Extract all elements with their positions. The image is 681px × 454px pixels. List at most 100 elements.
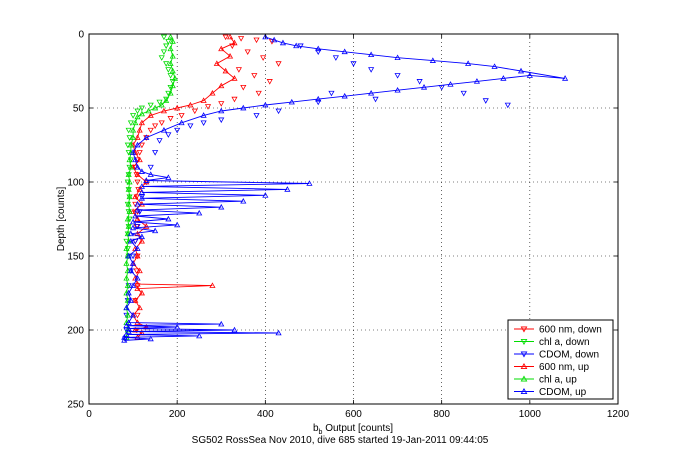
y-axis-label: Depth [counts] bbox=[56, 187, 67, 252]
data-point bbox=[127, 230, 134, 237]
data-point bbox=[147, 164, 154, 171]
data-point bbox=[315, 99, 322, 106]
data-point bbox=[200, 112, 207, 118]
x-tick-label: 200 bbox=[169, 409, 186, 420]
x-axis-label-rest: Output [counts] bbox=[322, 423, 393, 434]
data-point bbox=[127, 163, 134, 170]
data-point bbox=[152, 227, 159, 234]
data-point bbox=[394, 54, 401, 60]
data-point bbox=[163, 43, 170, 50]
data-point bbox=[218, 82, 225, 89]
data-point bbox=[134, 163, 141, 170]
data-point bbox=[126, 193, 133, 200]
legend-swatch-marker bbox=[520, 326, 528, 333]
data-point bbox=[178, 113, 185, 119]
data-point bbox=[127, 141, 134, 148]
data-point bbox=[255, 90, 262, 97]
data-point bbox=[134, 312, 141, 319]
data-point bbox=[491, 63, 498, 69]
data-point bbox=[306, 180, 313, 186]
data-point bbox=[134, 113, 141, 120]
data-point bbox=[125, 325, 132, 331]
data-point bbox=[125, 171, 132, 177]
legend-box bbox=[507, 319, 614, 400]
data-point bbox=[134, 280, 141, 287]
data-point bbox=[275, 108, 282, 115]
data-point bbox=[134, 252, 141, 259]
data-point bbox=[132, 297, 139, 303]
data-point bbox=[187, 123, 194, 129]
data-point bbox=[473, 78, 481, 84]
data-point bbox=[200, 120, 207, 127]
data-point bbox=[163, 97, 170, 103]
data-point bbox=[222, 34, 229, 41]
data-point bbox=[165, 174, 172, 180]
data-point bbox=[160, 49, 168, 55]
data-point bbox=[420, 84, 428, 90]
data-point bbox=[125, 319, 132, 325]
data-point bbox=[368, 89, 375, 96]
data-point bbox=[350, 61, 357, 67]
data-point bbox=[123, 245, 130, 251]
data-point bbox=[134, 224, 141, 230]
data-point bbox=[138, 195, 145, 201]
data-point bbox=[167, 33, 174, 40]
x-axis-label-subscript: b bbox=[319, 429, 323, 436]
data-point bbox=[123, 260, 130, 266]
data-point bbox=[169, 52, 176, 59]
data-point bbox=[262, 192, 269, 198]
data-point bbox=[134, 285, 141, 291]
data-point bbox=[124, 267, 131, 274]
data-point bbox=[132, 119, 139, 126]
data-point bbox=[218, 203, 225, 210]
data-point bbox=[124, 230, 131, 237]
data-point bbox=[134, 157, 141, 164]
y-tick-label: 200 bbox=[67, 326, 84, 337]
data-point bbox=[125, 150, 132, 156]
data-point bbox=[240, 198, 247, 204]
data-point bbox=[134, 179, 141, 186]
legend-label: CDOM, down bbox=[539, 350, 599, 361]
data-point bbox=[368, 67, 375, 73]
data-point bbox=[416, 79, 423, 85]
data-point bbox=[156, 99, 163, 106]
data-point bbox=[526, 72, 533, 78]
data-point bbox=[147, 102, 154, 109]
data-point bbox=[213, 60, 220, 66]
x-tick-label: 600 bbox=[345, 409, 362, 420]
data-point bbox=[165, 39, 172, 45]
x-tick-label: 0 bbox=[86, 409, 92, 420]
data-point bbox=[143, 178, 150, 185]
data-point bbox=[209, 282, 216, 288]
data-point bbox=[124, 297, 131, 303]
data-point bbox=[165, 132, 172, 138]
data-point bbox=[394, 73, 401, 79]
data-point bbox=[169, 67, 176, 74]
data-point bbox=[132, 156, 139, 163]
x-tick-label: 1000 bbox=[519, 409, 542, 420]
data-point bbox=[275, 329, 282, 336]
data-point bbox=[124, 215, 131, 222]
data-point bbox=[167, 116, 174, 122]
data-point bbox=[271, 36, 278, 43]
x-tick-label: 400 bbox=[257, 409, 274, 420]
data-point bbox=[136, 267, 143, 274]
data-point bbox=[178, 119, 185, 126]
y-tick-label: 150 bbox=[67, 252, 84, 263]
data-point bbox=[132, 212, 139, 219]
data-point bbox=[260, 55, 267, 61]
data-point bbox=[231, 326, 238, 333]
data-point bbox=[136, 156, 143, 163]
data-point bbox=[127, 237, 134, 244]
data-point bbox=[123, 274, 130, 281]
data-point bbox=[123, 322, 130, 328]
data-point bbox=[328, 90, 335, 97]
data-point bbox=[147, 127, 154, 134]
data-point bbox=[226, 33, 234, 40]
data-point bbox=[266, 79, 273, 85]
legend-label: 600 nm, down bbox=[539, 325, 602, 336]
x-tick-label: 800 bbox=[433, 409, 450, 420]
data-point bbox=[127, 120, 134, 127]
